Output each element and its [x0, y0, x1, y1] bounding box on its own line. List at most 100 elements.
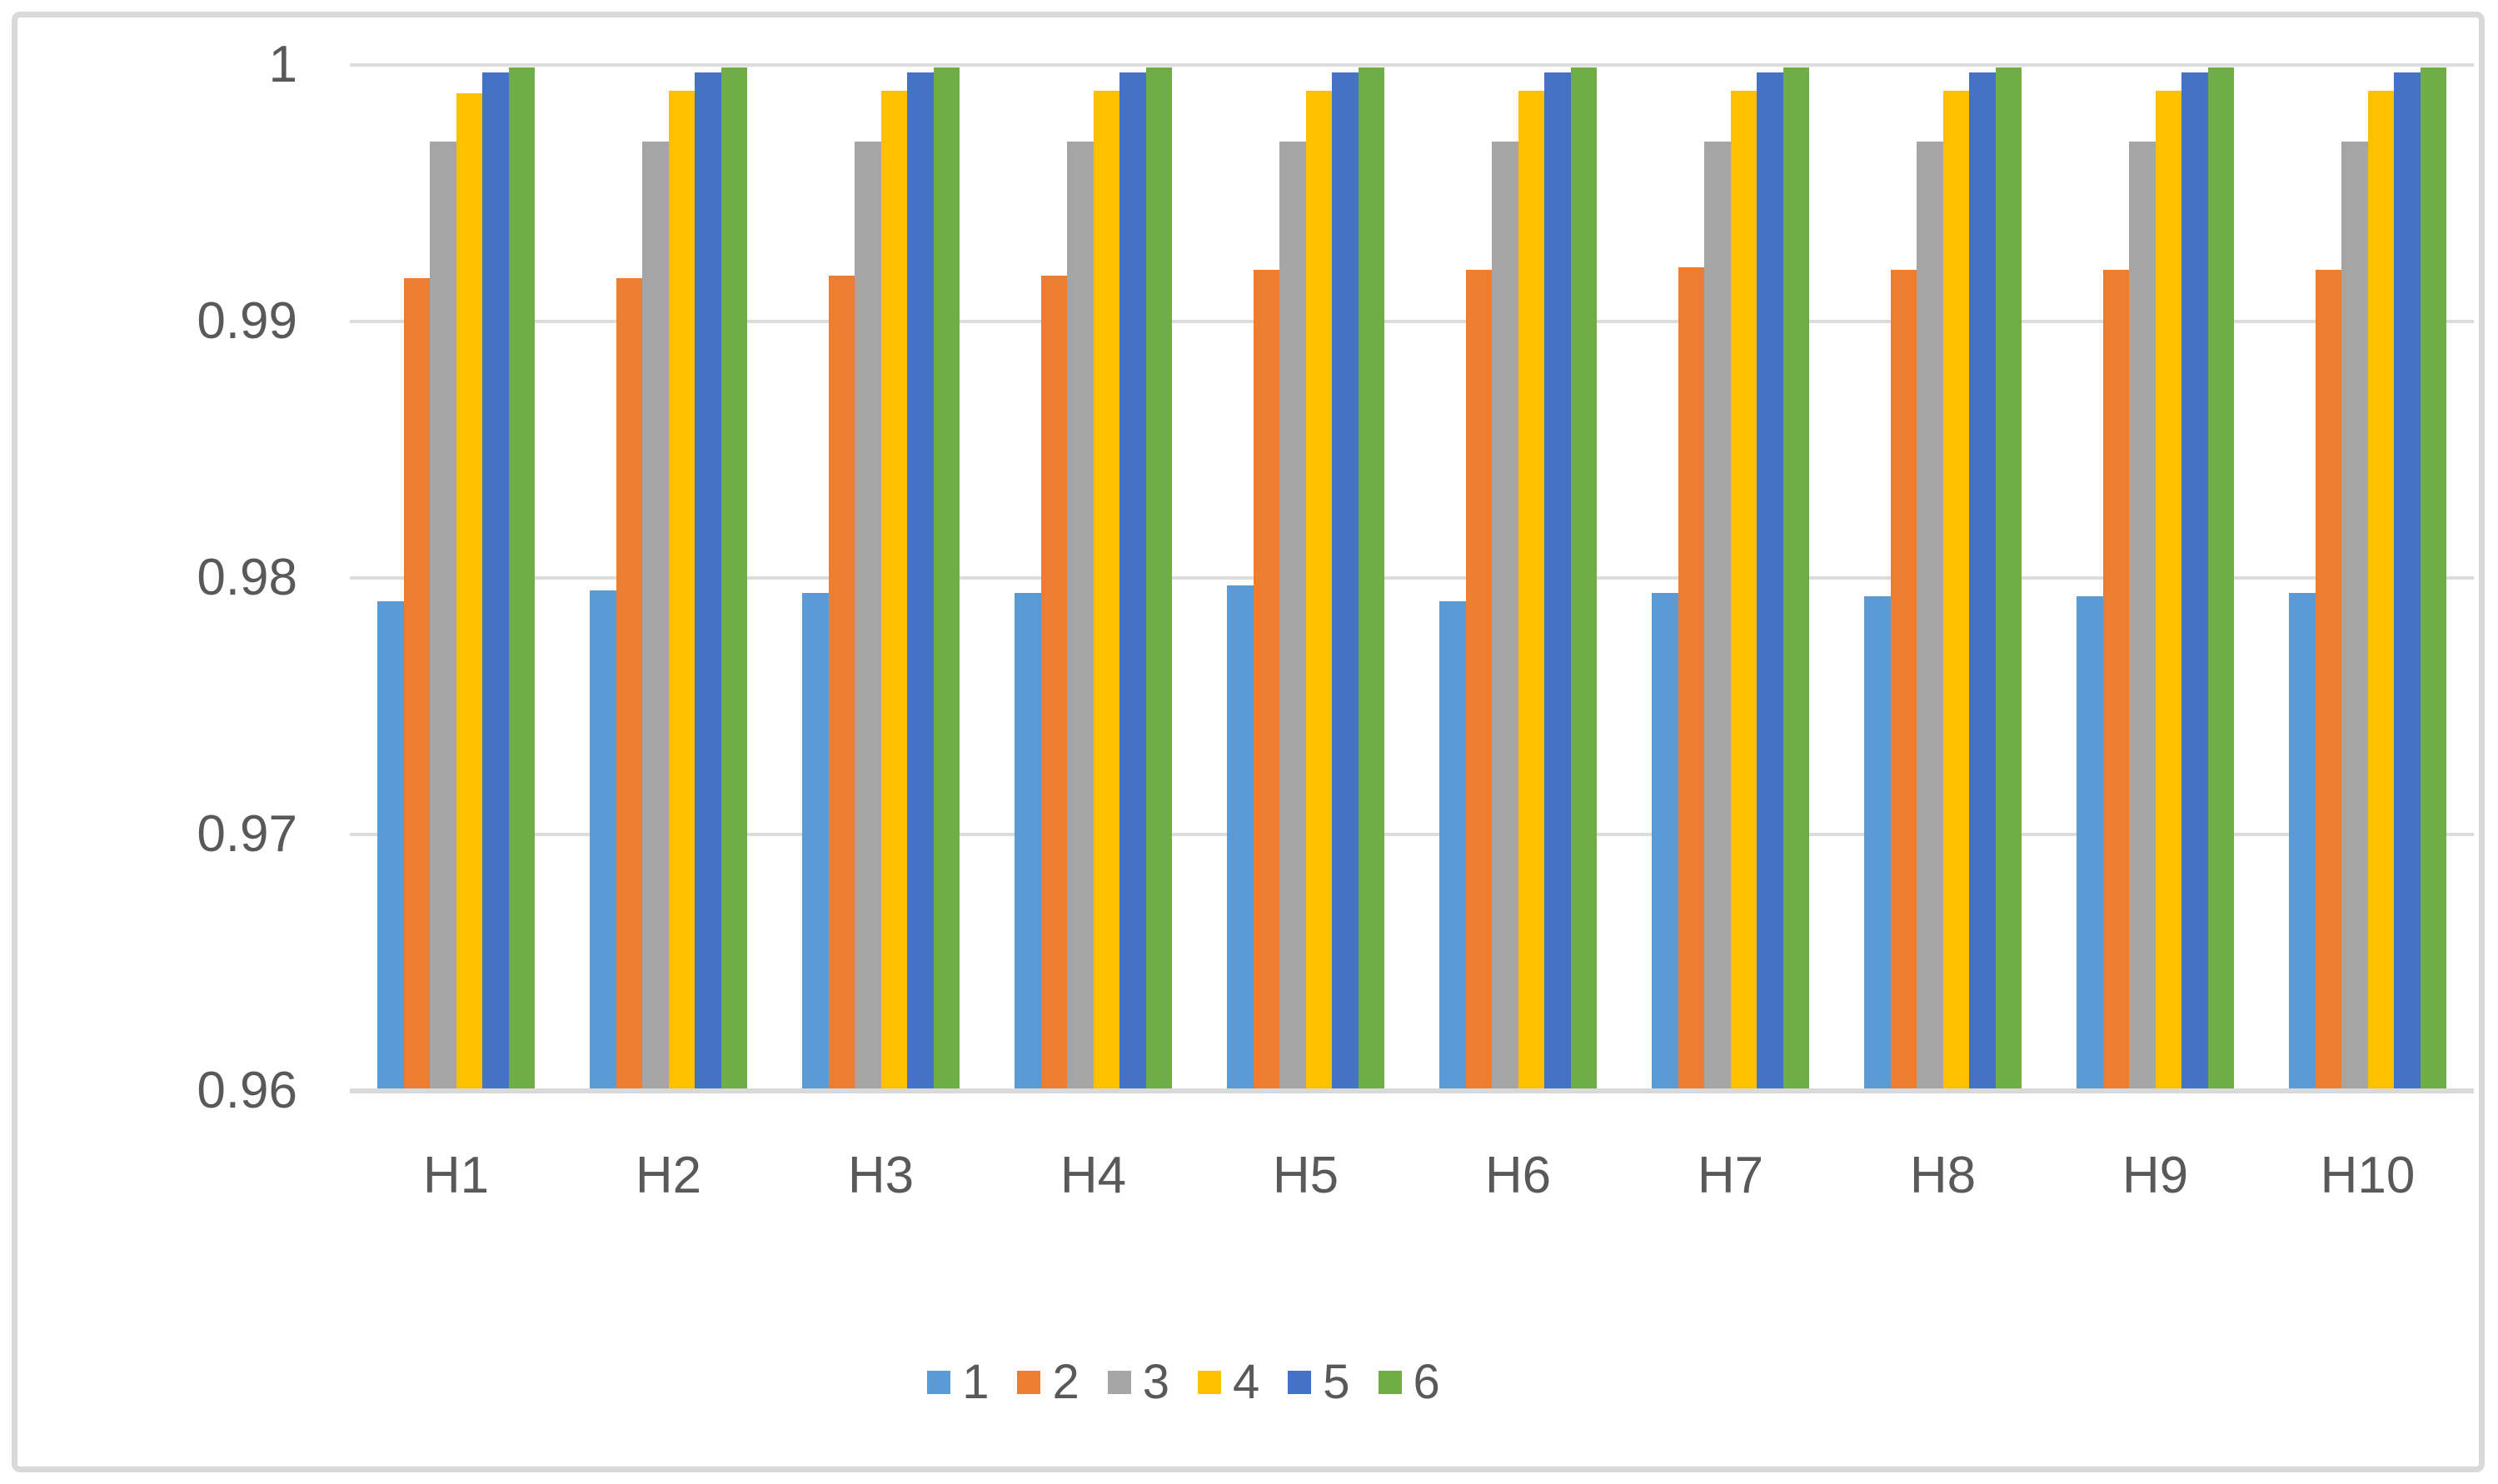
bar-series-5-H3: [907, 72, 934, 1091]
bar-series-2-H3: [828, 275, 855, 1091]
bar-series-2-H4: [1040, 275, 1067, 1091]
bar-series-4-H4: [1093, 90, 1119, 1091]
x-axis-category-label: H6: [1484, 1147, 1552, 1204]
bar-series-2-H7: [1678, 267, 1704, 1091]
bar-series-2-H9: [2102, 270, 2129, 1091]
bar-series-1-H9: [2077, 595, 2103, 1091]
x-axis-category-label: H4: [1060, 1147, 1127, 1204]
bar-series-1-H3: [802, 593, 829, 1091]
bar-series-5-H2: [695, 72, 721, 1091]
x-axis-category-label: H2: [635, 1147, 702, 1204]
bar-series-5-H8: [1969, 72, 1996, 1091]
bar-series-6-H5: [1358, 67, 1384, 1091]
legend-swatch-6: [1378, 1371, 1402, 1394]
bar-series-5-H7: [1757, 72, 1783, 1091]
bar-series-1-H7: [1652, 593, 1678, 1091]
bar-series-1-H1: [377, 600, 404, 1091]
bar-series-1-H5: [1227, 585, 1254, 1091]
bar-series-5-H5: [1332, 72, 1359, 1091]
bar-series-1-H4: [1015, 593, 1041, 1091]
bar-series-6-H10: [2420, 67, 2446, 1091]
bar-series-1-H8: [1864, 595, 1891, 1091]
bar-series-5-H9: [2181, 72, 2208, 1091]
legend-swatch-1: [927, 1371, 951, 1394]
bar-series-5-H4: [1119, 72, 1146, 1091]
x-axis-line: [350, 1088, 2474, 1093]
bar-series-6-H4: [1145, 67, 1172, 1091]
bar-series-3-H8: [1917, 142, 1943, 1091]
bar-series-4-H6: [1518, 90, 1544, 1091]
bar-series-4-H8: [1942, 90, 1969, 1091]
bar-series-2-H6: [1465, 270, 1492, 1091]
bar-series-3-H2: [642, 142, 669, 1091]
gridline: [350, 63, 2474, 67]
legend-label: 4: [1233, 1355, 1260, 1409]
bar-series-6-H1: [508, 67, 535, 1091]
legend-item-1: 1: [927, 1357, 989, 1408]
bar-series-3-H3: [855, 142, 881, 1091]
legend-item-6: 6: [1378, 1355, 1440, 1409]
legend-label: 5: [1323, 1355, 1350, 1409]
y-axis-tick-label: 0.99: [197, 292, 297, 350]
bar-series-4-H10: [2367, 90, 2394, 1091]
gridline: [350, 576, 2474, 580]
y-axis-tick-label: 1: [268, 36, 297, 93]
bar-series-6-H3: [933, 67, 960, 1091]
bar-series-4-H9: [2155, 90, 2181, 1091]
legend-label: 3: [1142, 1355, 1169, 1409]
bar-series-2-H8: [1890, 270, 1917, 1091]
x-axis-category-label: H3: [847, 1147, 915, 1204]
bar-series-4-H7: [1730, 90, 1757, 1091]
bar-series-1-H6: [1439, 600, 1466, 1091]
bar-series-2-H10: [2315, 270, 2341, 1091]
legend-swatch-4: [1198, 1371, 1221, 1394]
bar-series-3-H1: [430, 142, 456, 1091]
x-axis-category-label: H8: [1909, 1147, 1977, 1204]
y-axis-tick-label: 0.98: [197, 549, 297, 606]
bar-series-3-H9: [2129, 142, 2156, 1091]
gridline: [350, 320, 2474, 323]
bar-series-6-H2: [720, 67, 747, 1091]
legend-item-4: 4: [1198, 1357, 1259, 1408]
legend-item-5: 5: [1288, 1355, 1350, 1409]
bar-series-5-H10: [2394, 72, 2421, 1091]
bar-series-3-H4: [1067, 142, 1094, 1091]
bar-series-1-H2: [590, 590, 616, 1091]
legend-swatch-2: [1017, 1371, 1041, 1394]
legend: 1 2 3 4 5 6: [17, 1357, 2350, 1408]
x-axis-category-label: H1: [422, 1147, 490, 1204]
bar-series-6-H9: [2207, 67, 2234, 1091]
bar-series-5-H6: [1544, 72, 1571, 1091]
bar-series-4-H2: [668, 90, 695, 1091]
y-axis-tick-label: 0.97: [197, 805, 297, 863]
y-axis-tick-label: 0.96: [197, 1062, 297, 1119]
bar-series-3-H7: [1704, 142, 1731, 1091]
bar-series-6-H6: [1570, 67, 1597, 1091]
bar-series-5-H1: [482, 72, 509, 1091]
gridline: [350, 833, 2474, 836]
bar-series-4-H5: [1305, 90, 1332, 1091]
x-axis-category-label: H7: [1697, 1147, 1764, 1204]
bar-series-3-H6: [1492, 142, 1518, 1091]
chart-frame: 0.96 0.97 0.98 0.99 1 H1 H2 H3 H4 H5 H6 H7 H8 H9 H10 …: [12, 12, 2485, 1472]
x-axis-category-label: H10: [2320, 1147, 2416, 1204]
bar-series-4-H1: [456, 92, 482, 1091]
bar-series-6-H8: [1995, 67, 2022, 1091]
legend-item-2: 2: [1017, 1357, 1079, 1408]
bar-series-3-H10: [2341, 142, 2368, 1091]
bar-series-6-H7: [1783, 67, 1809, 1091]
legend-label: 6: [1413, 1355, 1440, 1409]
bar-series-1-H10: [2289, 593, 2316, 1091]
legend-label: 2: [1052, 1355, 1079, 1409]
bar-series-4-H3: [880, 90, 907, 1091]
legend-swatch-3: [1107, 1371, 1131, 1394]
x-axis-category-label: H5: [1272, 1147, 1339, 1204]
x-axis-category-label: H9: [2122, 1147, 2189, 1204]
bar-series-3-H5: [1279, 142, 1306, 1091]
bar-series-2-H5: [1253, 270, 1279, 1091]
bar-series-2-H1: [403, 277, 430, 1091]
bar-series-2-H2: [616, 277, 642, 1091]
legend-label: 1: [962, 1355, 990, 1409]
legend-item-3: 3: [1107, 1355, 1169, 1409]
legend-swatch-5: [1288, 1371, 1312, 1394]
